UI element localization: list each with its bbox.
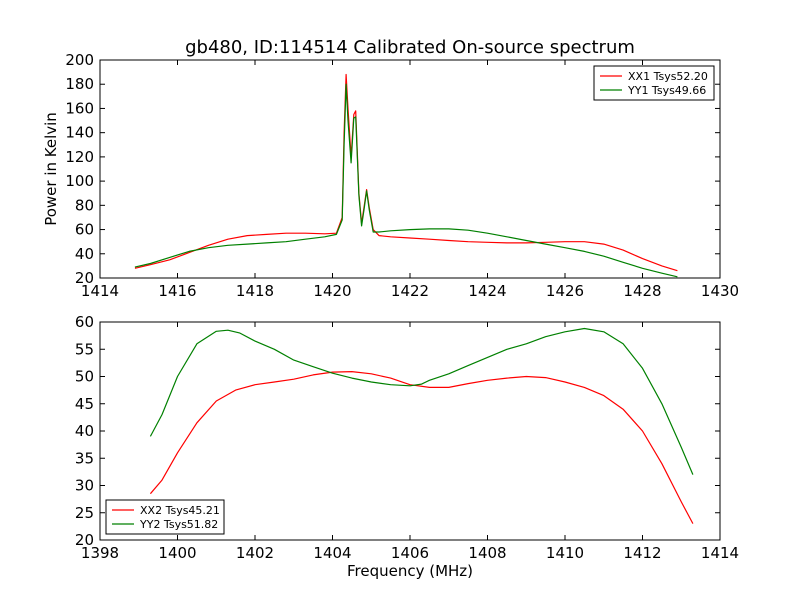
y-tick-label: 60 xyxy=(75,313,94,331)
x-tick-label: 1406 xyxy=(391,544,429,562)
y-tick-label: 60 xyxy=(75,221,94,239)
series-layer xyxy=(134,73,678,278)
y-tick-label: 30 xyxy=(75,477,94,495)
legend-label: YY1 Tsys49.66 xyxy=(627,84,706,97)
x-tick-label: 1428 xyxy=(623,282,661,300)
legend-label: XX2 Tsys45.21 xyxy=(140,504,220,517)
x-tick-label: 1430 xyxy=(701,282,739,300)
x-tick-label: 1426 xyxy=(546,282,584,300)
y-tick-label: 40 xyxy=(75,245,94,263)
x-tick-label: 1422 xyxy=(391,282,429,300)
y-tick-label: 20 xyxy=(75,531,94,549)
ticks-layer: 1414 1416 1418 1420 1422 1424 1426 1428 1430 20 40… xyxy=(65,51,739,300)
legend-box xyxy=(105,499,225,535)
y-tick-label: 180 xyxy=(65,75,94,93)
x-tick-label: 1408 xyxy=(468,544,506,562)
x-tick-label: 1414 xyxy=(701,544,739,562)
y-tick-label: 160 xyxy=(65,99,94,117)
x-tick-label: 1414 xyxy=(81,282,119,300)
legend-label: XX1 Tsys52.20 xyxy=(628,70,708,83)
x-tick-label: 1410 xyxy=(546,544,584,562)
y-tick-label: 40 xyxy=(75,422,94,440)
y-tick-label: 45 xyxy=(75,395,94,413)
x-tick-label: 1412 xyxy=(623,544,661,562)
x-tick-label: 1416 xyxy=(158,282,196,300)
series-layer xyxy=(149,327,694,524)
plot-frame xyxy=(99,59,721,279)
series-line-2 xyxy=(149,327,694,475)
y-axis-label: Power in Kelvin xyxy=(42,112,60,226)
bottom-plot: Frequency (MHz) 1398 1400 1402 1404 1406 1408… xyxy=(75,313,739,580)
legend-box xyxy=(593,65,715,101)
chart-title: gb480, ID:114514 Calibrated On-source sp… xyxy=(185,37,635,58)
x-tick-label: 1400 xyxy=(158,544,196,562)
ticks-layer: 1398 1400 1402 1404 1406 1408 1410 1412 1414 20 25… xyxy=(75,313,739,562)
x-tick-label: 1424 xyxy=(468,282,506,300)
x-tick-label: 1404 xyxy=(313,544,351,562)
y-tick-label: 100 xyxy=(65,172,94,190)
x-tick-label: 1402 xyxy=(236,544,274,562)
top-plot: Power in Kelvin 1414 1416 1418 1420 1422 1424… xyxy=(42,51,739,300)
legend-label: YY2 Tsys51.82 xyxy=(139,518,218,531)
y-tick-label: 35 xyxy=(75,449,94,467)
x-tick-label: 1420 xyxy=(313,282,351,300)
y-tick-label: 120 xyxy=(65,148,94,166)
series-line-2 xyxy=(134,83,678,278)
plot-frame xyxy=(99,321,721,541)
y-tick-label: 55 xyxy=(75,340,94,358)
series-line-1 xyxy=(134,73,678,272)
x-tick-label: 1398 xyxy=(81,544,119,562)
x-tick-label: 1418 xyxy=(236,282,274,300)
y-tick-label: 140 xyxy=(65,124,94,142)
series-line-1 xyxy=(149,371,694,524)
y-tick-label: 200 xyxy=(65,51,94,69)
y-tick-label: 25 xyxy=(75,504,94,522)
x-axis-label: Frequency (MHz) xyxy=(347,562,473,580)
y-tick-label: 80 xyxy=(75,196,94,214)
y-tick-label: 50 xyxy=(75,368,94,386)
y-tick-label: 20 xyxy=(75,269,94,287)
